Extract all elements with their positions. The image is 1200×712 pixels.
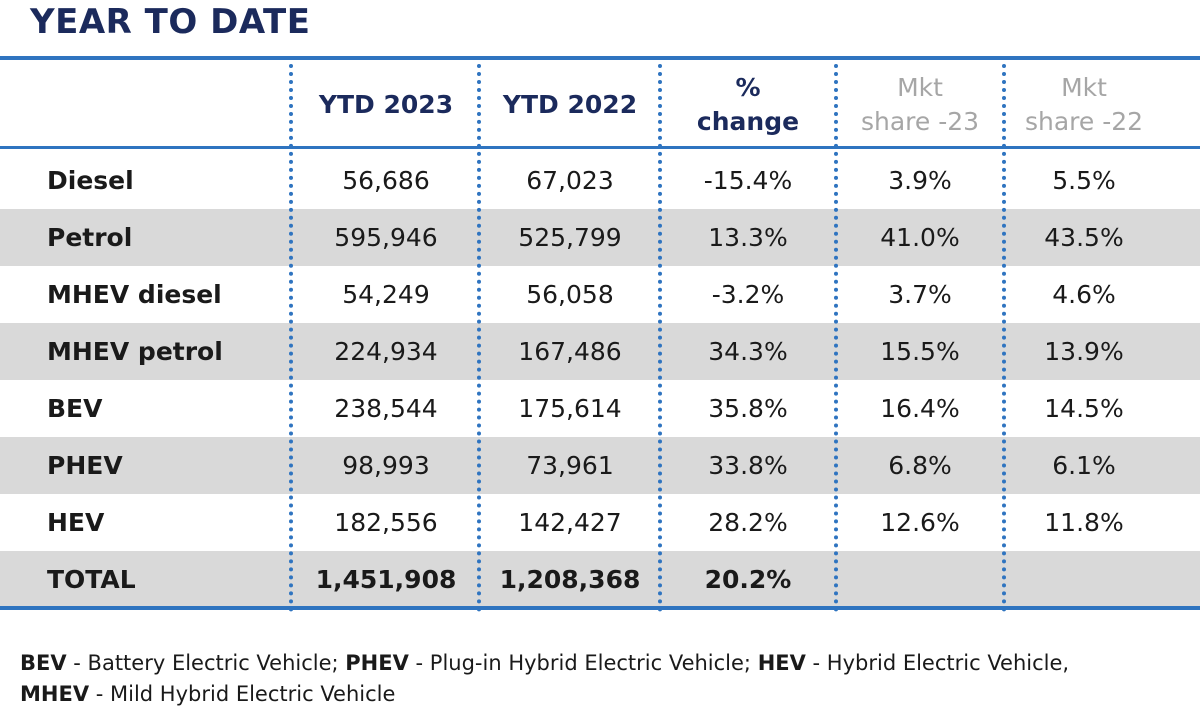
cell-share23: 15.5% — [880, 337, 960, 366]
table-row-bev: BEV 238,544 175,614 35.8% 16.4% 14.5% — [0, 380, 1200, 437]
cell-share22: 14.5% — [1044, 394, 1124, 423]
column-separator — [834, 64, 838, 612]
column-separator — [289, 64, 293, 612]
table-row-mhev-diesel: MHEV diesel 54,249 56,058 -3.2% 3.7% 4.6… — [0, 266, 1200, 323]
header-ytd2023: YTD 2023 — [318, 90, 454, 119]
cell-ytd2022: 167,486 — [518, 337, 622, 366]
cell-ytd2022: 73,961 — [526, 451, 614, 480]
cell-ytd2023: 182,556 — [334, 508, 438, 537]
footnote-bev-desc: - Battery Electric Vehicle; — [66, 651, 346, 675]
table-row-phev: PHEV 98,993 73,961 33.8% 6.8% 6.1% — [0, 437, 1200, 494]
abbreviation-footnote: BEV - Battery Electric Vehicle; PHEV - P… — [20, 648, 1190, 710]
cell-ytd2022: 56,058 — [526, 280, 614, 309]
cell-ytd2022: 142,427 — [518, 508, 622, 537]
cell-pct-change: 13.3% — [708, 223, 788, 252]
footnote-phev-desc: - Plug-in Hybrid Electric Vehicle; — [408, 651, 758, 675]
cell-share23: 16.4% — [880, 394, 960, 423]
cell-share22 — [1004, 551, 1164, 608]
table-row-diesel: Diesel 56,686 67,023 -15.4% 3.9% 5.5% — [0, 152, 1200, 209]
cell-share23: 41.0% — [880, 223, 960, 252]
cell-ytd2023: 98,993 — [342, 451, 430, 480]
cell-ytd2023: 595,946 — [334, 223, 438, 252]
row-label: MHEV diesel — [47, 280, 222, 309]
cell-pct-change: 33.8% — [708, 451, 788, 480]
row-label: PHEV — [47, 451, 123, 480]
table-row-hev: HEV 182,556 142,427 28.2% 12.6% 11.8% — [0, 494, 1200, 551]
row-label: Diesel — [47, 166, 134, 195]
cell-ytd2023: 54,249 — [342, 280, 430, 309]
ytd-table: YTD 2023 YTD 2022 % change Mkt share -23 M… — [0, 56, 1200, 612]
cell-share23: 6.8% — [888, 451, 952, 480]
page-title: YEAR TO DATE — [30, 2, 311, 42]
cell-ytd2022: 175,614 — [518, 394, 622, 423]
row-label: MHEV petrol — [47, 337, 223, 366]
cell-ytd2023: 238,544 — [334, 394, 438, 423]
cell-pct-change: 34.3% — [708, 337, 788, 366]
cell-share22: 6.1% — [1052, 451, 1116, 480]
cell-share22: 5.5% — [1052, 166, 1116, 195]
cell-pct-change: -3.2% — [711, 280, 785, 309]
row-label: TOTAL — [47, 565, 136, 594]
table-row-total: TOTAL 1,451,908 1,208,368 20.2% — [0, 551, 1200, 608]
cell-ytd2023: 56,686 — [342, 166, 430, 195]
cell-pct-change: -15.4% — [703, 166, 793, 195]
footnote-hev-abbr: HEV — [757, 651, 806, 675]
row-label: BEV — [47, 394, 103, 423]
cell-share22: 43.5% — [1044, 223, 1124, 252]
table-row-mhev-petrol: MHEV petrol 224,934 167,486 34.3% 15.5% … — [0, 323, 1200, 380]
cell-pct-change: 20.2% — [704, 565, 792, 594]
header-bottom-rule — [0, 146, 1200, 149]
cell-ytd2022: 1,208,368 — [499, 565, 641, 594]
cell-ytd2022: 525,799 — [518, 223, 622, 252]
footnote-mhev-desc: - Mild Hybrid Electric Vehicle — [89, 682, 396, 706]
header-pct-change: % change — [696, 73, 800, 136]
cell-ytd2022: 67,023 — [526, 166, 614, 195]
header-mkt-share-22: Mkt share -22 — [1024, 73, 1144, 136]
cell-ytd2023: 1,451,908 — [315, 565, 457, 594]
cell-share22: 11.8% — [1044, 508, 1124, 537]
footnote-phev-abbr: PHEV — [345, 651, 409, 675]
cell-share22: 13.9% — [1044, 337, 1124, 366]
cell-ytd2023: 224,934 — [334, 337, 438, 366]
footnote-mhev-abbr: MHEV — [20, 682, 90, 706]
header-ytd2022: YTD 2022 — [502, 90, 638, 119]
column-separator — [658, 64, 662, 612]
column-separator — [477, 64, 481, 612]
table-bottom-rule — [0, 606, 1200, 610]
cell-share23: 12.6% — [880, 508, 960, 537]
cell-share23 — [836, 551, 1004, 608]
cell-share23: 3.7% — [888, 280, 952, 309]
column-separator — [1002, 64, 1006, 612]
cell-pct-change: 35.8% — [708, 394, 788, 423]
cell-pct-change: 28.2% — [708, 508, 788, 537]
footnote-bev-abbr: BEV — [20, 651, 67, 675]
row-label: Petrol — [47, 223, 133, 252]
table-top-rule — [0, 56, 1200, 60]
cell-share23: 3.9% — [888, 166, 952, 195]
header-mkt-share-23: Mkt share -23 — [860, 73, 980, 136]
cell-share22: 4.6% — [1052, 280, 1116, 309]
row-label: HEV — [47, 508, 105, 537]
table-row-petrol: Petrol 595,946 525,799 13.3% 41.0% 43.5% — [0, 209, 1200, 266]
footnote-hev-desc: - Hybrid Electric Vehicle, — [805, 651, 1070, 675]
